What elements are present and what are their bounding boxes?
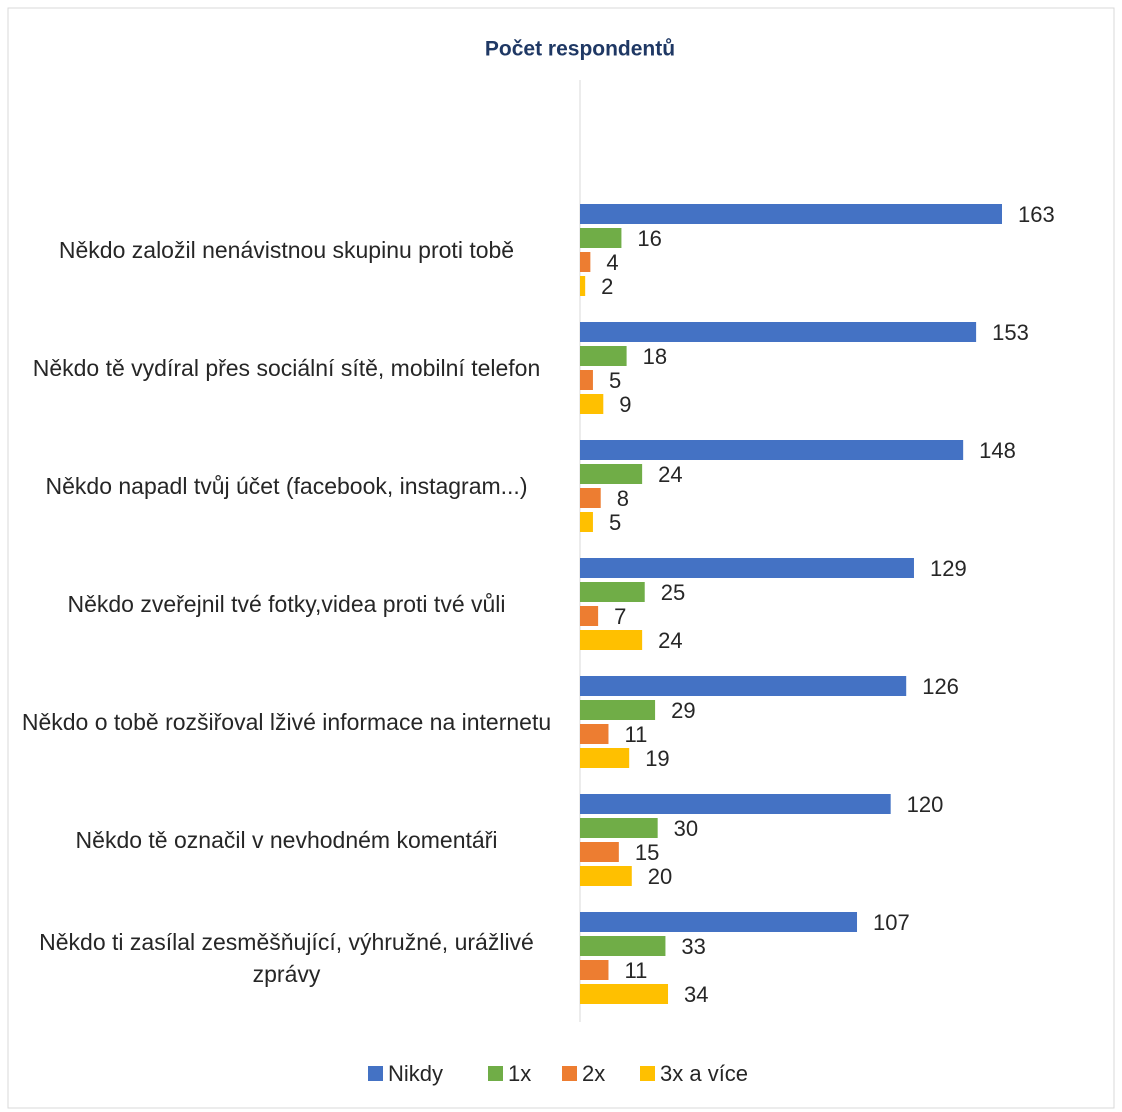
bar — [580, 252, 591, 272]
category-label: Někdo založil nenávistnou skupinu proti … — [58, 237, 515, 263]
category-label: Někdo zveřejnil tvé fotky,videa proti tv… — [67, 591, 506, 617]
legend-label: 3x a více — [660, 1061, 748, 1086]
data-label: 120 — [907, 792, 944, 817]
bar — [580, 512, 593, 532]
data-label: 7 — [614, 604, 626, 629]
data-label: 129 — [930, 556, 967, 581]
bar — [580, 960, 609, 980]
data-label: 126 — [922, 674, 959, 699]
bar — [580, 748, 630, 768]
bar — [580, 676, 907, 696]
legend-swatch — [640, 1066, 655, 1081]
data-label: 18 — [643, 344, 667, 369]
bar — [580, 700, 656, 720]
category-label: Někdo tě označil v nevhodném komentáři — [75, 827, 498, 853]
legend-swatch — [488, 1066, 503, 1081]
chart-border — [7, 7, 1115, 1109]
data-label: 163 — [1018, 202, 1055, 227]
data-label: 4 — [606, 250, 618, 275]
data-label: 24 — [658, 628, 682, 653]
legend-swatch — [368, 1066, 383, 1081]
bar — [580, 394, 604, 414]
bar — [580, 606, 599, 626]
bar — [580, 842, 619, 862]
bar — [580, 984, 669, 1004]
category-label: Někdo ti zasílal zesměšňující, výhružné,… — [39, 929, 534, 987]
legend-label: Nikdy — [388, 1061, 443, 1086]
category-label: Někdo napadl tvůj účet (facebook, instag… — [45, 473, 528, 499]
data-label: 16 — [637, 226, 661, 251]
bar — [580, 346, 627, 366]
data-label: 153 — [992, 320, 1029, 345]
bar — [580, 794, 891, 814]
category-label: Někdo tě vydíral přes sociální sítě, mob… — [32, 355, 541, 381]
bar — [580, 582, 645, 602]
chart-title: Počet respondentů — [485, 38, 675, 61]
data-label: 29 — [671, 698, 695, 723]
bar — [580, 464, 643, 484]
data-label: 24 — [658, 462, 682, 487]
data-label: 20 — [648, 864, 672, 889]
data-label: 15 — [635, 840, 659, 865]
legend-label: 1x — [508, 1061, 531, 1086]
bar — [580, 630, 643, 650]
data-label: 30 — [674, 816, 698, 841]
bar — [580, 488, 601, 508]
data-label: 33 — [681, 934, 705, 959]
bar — [580, 912, 858, 932]
bar — [580, 276, 586, 296]
bar — [580, 228, 622, 248]
legend-swatch — [562, 1066, 577, 1081]
bar — [580, 936, 666, 956]
data-label: 2 — [601, 274, 613, 299]
data-label: 107 — [873, 910, 910, 935]
data-label: 9 — [619, 392, 631, 417]
bar — [580, 558, 914, 578]
data-label: 25 — [661, 580, 685, 605]
bar — [580, 866, 632, 886]
data-label: 11 — [624, 722, 647, 747]
bar — [580, 724, 609, 744]
legend-label: 2x — [582, 1061, 605, 1086]
category-label: Někdo o tobě rozšiřoval lživé informace … — [21, 709, 552, 735]
data-label: 34 — [684, 982, 708, 1007]
data-label: 11 — [624, 958, 647, 983]
data-label: 8 — [617, 486, 629, 511]
data-label: 19 — [645, 746, 669, 771]
data-label: 148 — [979, 438, 1016, 463]
data-label: 5 — [609, 368, 621, 393]
data-label: 5 — [609, 510, 621, 535]
bar — [580, 370, 593, 390]
bar — [580, 322, 977, 342]
bar — [580, 818, 658, 838]
bar — [580, 204, 1002, 224]
bar — [580, 440, 964, 460]
